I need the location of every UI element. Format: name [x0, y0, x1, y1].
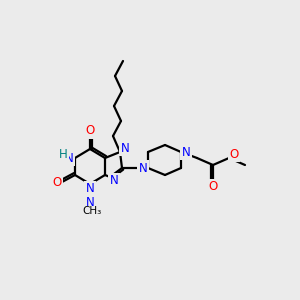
Text: O: O [208, 181, 217, 194]
Text: O: O [85, 124, 94, 137]
Text: O: O [52, 176, 62, 188]
Text: N: N [85, 196, 94, 209]
Text: N: N [85, 182, 94, 196]
Text: N: N [64, 152, 74, 164]
Text: CH₃: CH₃ [82, 206, 102, 216]
Text: N: N [110, 175, 118, 188]
Text: O: O [230, 148, 238, 160]
Text: N: N [121, 142, 129, 154]
Text: N: N [139, 161, 147, 175]
Text: H: H [58, 148, 68, 161]
Text: N: N [182, 146, 190, 158]
